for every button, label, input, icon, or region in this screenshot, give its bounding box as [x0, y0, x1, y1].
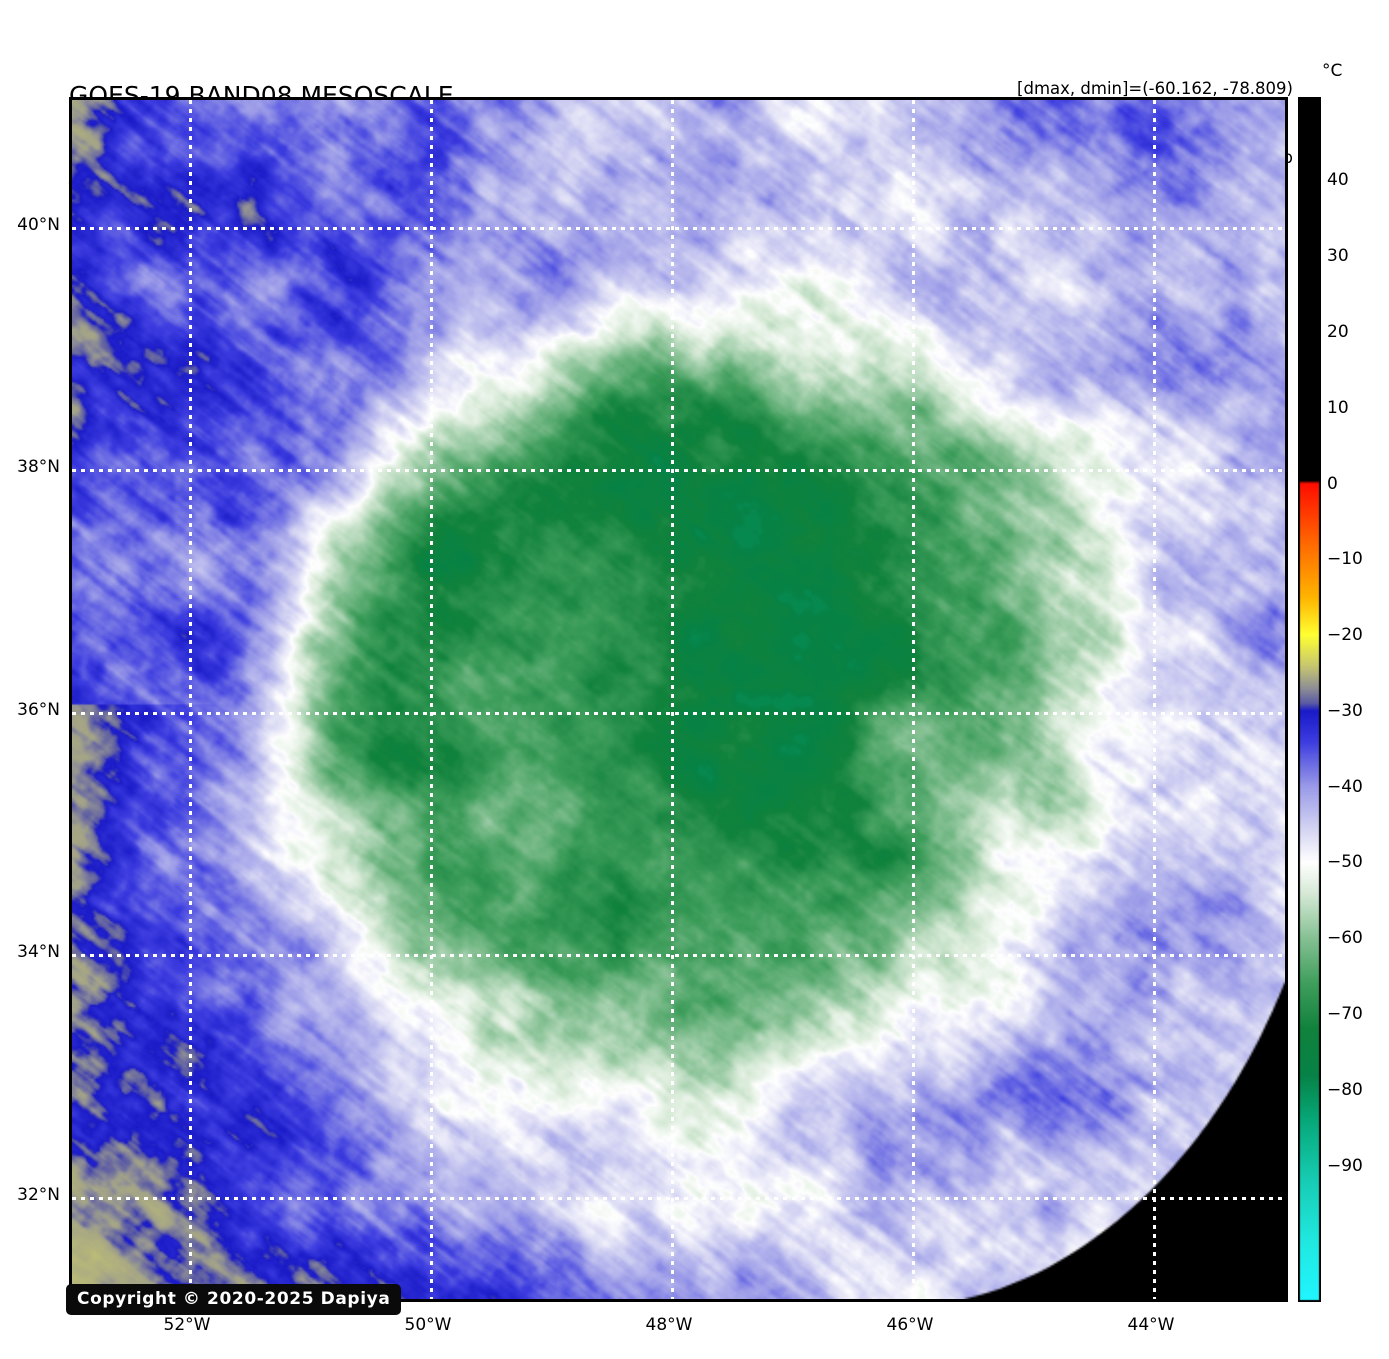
colorbar-tick-label: −90: [1327, 1155, 1363, 1176]
colorbar-tick-label: −60: [1327, 928, 1363, 949]
colorbar-tick-label: 30: [1327, 246, 1349, 267]
lat-tick-label: 38°N: [17, 457, 60, 477]
lat-tick-label: 36°N: [17, 700, 60, 720]
lon-tick-label: 48°W: [645, 1315, 693, 1335]
satellite-imagery-canvas: [72, 100, 1285, 1299]
data-range-text: [dmax, dmin]=(-60.162, -78.809): [1017, 79, 1293, 98]
satellite-image-plot[interactable]: [69, 97, 1288, 1302]
colorbar-tick-label: 10: [1327, 397, 1349, 418]
colorbar-tick-label: −30: [1327, 700, 1363, 721]
colorbar[interactable]: [1298, 97, 1321, 1302]
lon-tick-label: 46°W: [886, 1315, 934, 1335]
colorbar-tick-label: −20: [1327, 625, 1363, 646]
lat-tick-label: 32°N: [17, 1185, 60, 1205]
colorbar-tick-label: −70: [1327, 1004, 1363, 1024]
colorbar-tick-labels: 40 30 20 10 0 −10 −20 −30 −40 −50 −60 −70 −80 −90: [1327, 97, 1389, 1302]
lon-tick-label: 44°W: [1127, 1315, 1175, 1335]
lat-tick-label: 40°N: [17, 215, 60, 235]
lat-tick-label: 34°N: [17, 942, 60, 962]
colorbar-tick-label: 0: [1327, 473, 1338, 494]
colorbar-tick-label: −10: [1327, 549, 1363, 570]
colorbar-tick-label: −50: [1327, 852, 1363, 873]
copyright-watermark: Copyright © 2020-2025 Dapiya: [66, 1284, 402, 1315]
colorbar-unit-label: °C: [1322, 61, 1343, 81]
colorbar-tick-label: −40: [1327, 776, 1363, 797]
colorbar-tick-label: 20: [1327, 321, 1349, 342]
colorbar-tick-label: 40: [1327, 170, 1349, 191]
latitude-axis: 40°N 38°N 36°N 34°N 32°N: [0, 0, 60, 1359]
colorbar-gradient: [1298, 97, 1321, 1302]
lon-tick-label: 52°W: [163, 1315, 211, 1335]
colorbar-tick-label: −80: [1327, 1079, 1363, 1100]
lon-tick-label: 50°W: [404, 1315, 452, 1335]
longitude-axis: 52°W 50°W 48°W 46°W 44°W: [0, 1315, 1389, 1345]
